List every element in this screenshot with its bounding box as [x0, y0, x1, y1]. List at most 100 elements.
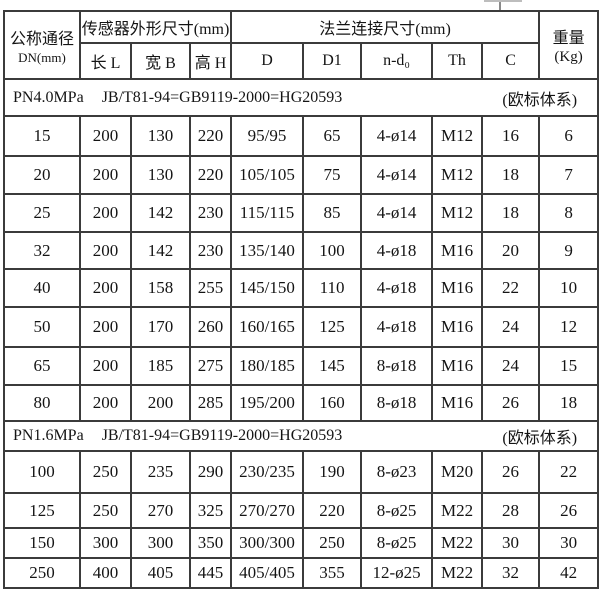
- table-cell: 100: [3, 450, 81, 494]
- section-header-cell: PN4.0MPa JB/T81-94=GB9119-2000=HG20593 (…: [2, 78, 600, 117]
- table-cell: 190: [302, 450, 363, 494]
- table-row: 250 400 405 445 405/405 355 12-ø25 M22 32 42: [3, 557, 600, 589]
- table-cell: 145: [302, 346, 363, 386]
- table-cell: 235: [130, 450, 191, 494]
- table-cell: 200: [79, 346, 132, 386]
- table-cell: 18: [538, 384, 600, 422]
- table-cell: 8-ø25: [360, 492, 434, 529]
- table-row: 15 200 130 220 95/95 65 4-ø14 M12 16 6: [3, 115, 600, 157]
- table-cell: 400: [79, 557, 132, 589]
- col-header-length: 长 L: [79, 42, 132, 80]
- table-cell: 405/405: [230, 557, 305, 589]
- table-cell: 200: [79, 193, 132, 233]
- table-cell: 12-ø25: [360, 557, 434, 589]
- cropped-text-remnant: [499, 1, 501, 10]
- table-cell: 405: [130, 557, 191, 589]
- col-header-dn: 公称通径 DN(mm): [3, 10, 81, 80]
- table-cell: M16: [431, 346, 484, 386]
- dn-label-unit: DN(mm): [18, 49, 66, 65]
- table-cell: 150: [3, 527, 81, 559]
- table-cell: 180/185: [230, 346, 305, 386]
- table-cell: 65: [302, 115, 363, 157]
- table-cell: 22: [481, 268, 541, 308]
- table-cell: 200: [79, 115, 132, 157]
- table-cell: M16: [431, 231, 484, 270]
- dn-label-cn: 公称通径: [9, 30, 74, 48]
- table-cell: 350: [188, 527, 233, 559]
- table-cell: 25: [3, 193, 81, 233]
- table-cell: 250: [3, 557, 81, 589]
- table-cell: M12: [431, 155, 484, 195]
- table-cell: 142: [130, 193, 191, 233]
- table-row: 65 200 185 275 180/185 145 8-ø18 M16 24 15: [3, 346, 600, 386]
- table-cell: 200: [79, 155, 132, 195]
- table-cell: 24: [481, 346, 541, 386]
- col-header-weight: 重量 (Kg): [538, 10, 600, 80]
- table-cell: 220: [188, 155, 233, 195]
- table-cell: 125: [302, 306, 363, 348]
- table-cell: 32: [3, 231, 81, 270]
- table-cell: 26: [481, 450, 541, 494]
- table-cell: 250: [79, 492, 132, 529]
- section-pn4: PN4.0MPa JB/T81-94=GB9119-2000=HG20593 (…: [2, 78, 600, 422]
- table-row: 150 300 300 350 300/300 250 8-ø25 M22 30 30: [3, 527, 600, 559]
- table-cell: 110: [302, 268, 363, 308]
- section-header-cell: PN1.6MPa JB/T81-94=GB9119-2000=HG20593 (…: [2, 420, 600, 452]
- table-cell: 270: [130, 492, 191, 529]
- table-cell: 290: [188, 450, 233, 494]
- standard-system-note: (欧标体系): [502, 91, 578, 109]
- col-header-c: C: [481, 42, 541, 80]
- table-cell: 230: [188, 231, 233, 270]
- table-cell: M22: [431, 492, 484, 529]
- pressure-rating: PN4.0MPa: [13, 88, 84, 106]
- col-header-d1: D1: [302, 42, 363, 80]
- table-cell: 95/95: [230, 115, 305, 157]
- table-cell: 8-ø25: [360, 527, 434, 559]
- table-cell: 30: [538, 527, 600, 559]
- table-row: 20 200 130 220 105/105 75 4-ø14 M12 18 7: [3, 155, 600, 195]
- table-cell: 6: [538, 115, 600, 157]
- table-cell: 300: [130, 527, 191, 559]
- table-cell: 285: [188, 384, 233, 422]
- table-cell: 200: [79, 231, 132, 270]
- table-cell: 42: [538, 557, 600, 589]
- table-cell: M16: [431, 306, 484, 348]
- weight-label-unit: (Kg): [554, 49, 583, 65]
- table-cell: 20: [481, 231, 541, 270]
- table-cell: 8-ø18: [360, 346, 434, 386]
- table-cell: 160/165: [230, 306, 305, 348]
- table-cell: M12: [431, 193, 484, 233]
- table-cell: 200: [79, 384, 132, 422]
- col-header-height: 高 H: [188, 42, 233, 80]
- table-cell: 30: [481, 527, 541, 559]
- standard-system-note: (欧标体系): [502, 430, 578, 447]
- table-row: 100 250 235 290 230/235 190 8-ø23 M20 26 22: [3, 450, 600, 494]
- table-cell: 12: [538, 306, 600, 348]
- table-cell: 250: [302, 527, 363, 559]
- table-cell: 125: [3, 492, 81, 529]
- flange-standard: JB/T81-94=GB9119-2000=HG20593: [101, 427, 343, 444]
- col-header-th: Th: [431, 42, 484, 80]
- table-cell: 270/270: [230, 492, 305, 529]
- table-cell: 300: [79, 527, 132, 559]
- table-cell: 325: [188, 492, 233, 529]
- table-cell: 142: [130, 231, 191, 270]
- table-cell: 10: [538, 268, 600, 308]
- table-cell: 4-ø18: [360, 306, 434, 348]
- table-cell: 275: [188, 346, 233, 386]
- col-header-width: 宽 B: [130, 42, 191, 80]
- section-pn16: PN1.6MPa JB/T81-94=GB9119-2000=HG20593 (…: [2, 420, 600, 589]
- table-cell: 255: [188, 268, 233, 308]
- table-cell: M12: [431, 115, 484, 157]
- cropped-text-remnant: [484, 0, 522, 2]
- table-cell: 24: [481, 306, 541, 348]
- table-cell: 4-ø14: [360, 155, 434, 195]
- table-cell: 50: [3, 306, 81, 348]
- table-cell: 195/200: [230, 384, 305, 422]
- table-cell: 200: [130, 384, 191, 422]
- table-cell: M16: [431, 268, 484, 308]
- table-cell: 4-ø14: [360, 115, 434, 157]
- table-cell: 65: [3, 346, 81, 386]
- table-cell: 220: [188, 115, 233, 157]
